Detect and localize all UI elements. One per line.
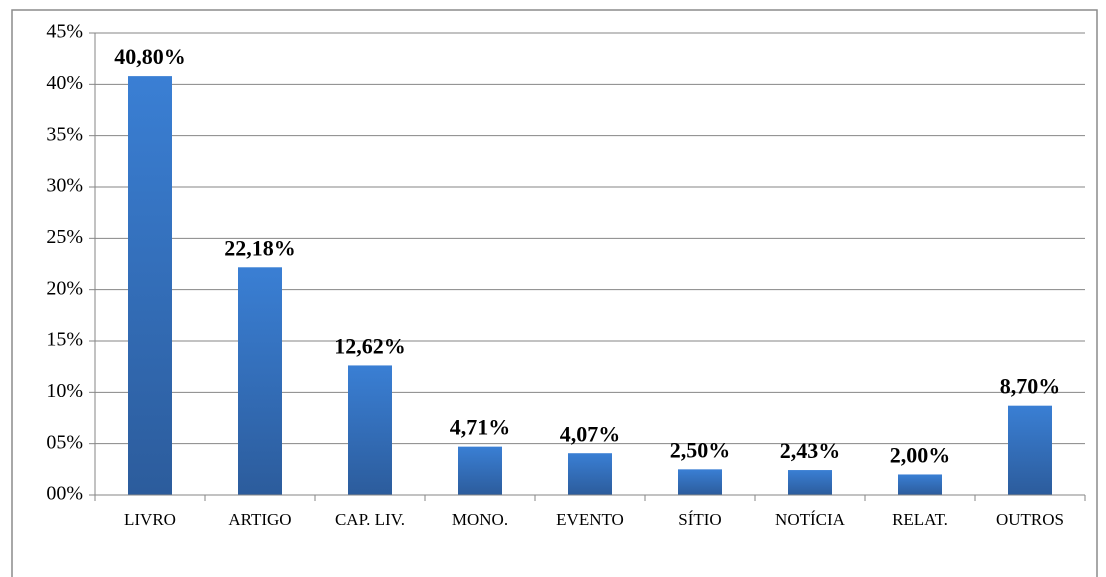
data-label: 8,70%	[1000, 374, 1061, 399]
data-label: 2,00%	[890, 443, 951, 468]
y-tick-label: 10%	[46, 380, 83, 402]
data-label: 2,43%	[780, 438, 841, 463]
bar	[238, 267, 282, 495]
y-tick-label: 35%	[46, 123, 83, 145]
y-tick-label: 40%	[46, 72, 83, 94]
x-tick-label: NOTÍCIA	[775, 510, 846, 529]
data-label: 22,18%	[224, 235, 296, 260]
x-tick-label: CAP. LIV.	[335, 510, 405, 529]
data-label: 4,71%	[450, 415, 511, 440]
x-tick-label: RELAT.	[892, 510, 948, 529]
bar	[1008, 405, 1052, 495]
bar	[348, 365, 392, 495]
data-label: 4,07%	[560, 421, 621, 446]
y-tick-label: 00%	[46, 483, 83, 505]
bar	[678, 469, 722, 495]
data-label: 12,62%	[334, 333, 406, 358]
x-tick-label: LIVRO	[124, 510, 176, 529]
y-tick-label: 25%	[46, 226, 83, 248]
bar	[568, 453, 612, 495]
y-tick-label: 30%	[46, 175, 83, 197]
y-tick-label: 15%	[46, 329, 83, 351]
y-tick-label: 05%	[46, 431, 83, 453]
x-tick-label: SÍTIO	[678, 510, 721, 529]
y-tick-label: 20%	[46, 277, 83, 299]
bar	[458, 446, 502, 495]
bar	[788, 470, 832, 495]
data-label: 40,80%	[114, 44, 186, 69]
y-tick-label: 45%	[46, 21, 83, 43]
bar	[898, 474, 942, 495]
chart-frame	[11, 9, 1098, 577]
bar	[128, 76, 172, 496]
x-tick-label: MONO.	[452, 510, 508, 529]
x-tick-label: OUTROS	[996, 510, 1064, 529]
data-label: 2,50%	[670, 437, 731, 462]
x-tick-label: ARTIGO	[228, 510, 291, 529]
x-tick-label: EVENTO	[556, 510, 624, 529]
